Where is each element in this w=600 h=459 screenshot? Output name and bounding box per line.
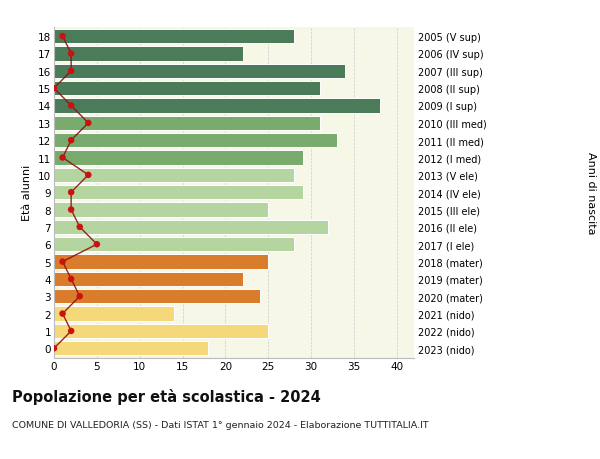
Bar [54,290,260,304]
Point [67,50,76,58]
Point [58,310,67,318]
Point [67,207,76,214]
Point [75,293,85,300]
Point [58,258,67,266]
Bar [54,47,242,62]
Bar [54,238,294,252]
Point [58,34,67,41]
Point [83,172,93,179]
Bar [54,220,328,235]
Bar [54,134,337,148]
Point [67,275,76,283]
Bar [54,186,302,200]
Point [67,103,76,110]
Y-axis label: Età alunni: Età alunni [22,165,32,221]
Point [75,224,85,231]
Bar [54,203,268,217]
Point [49,85,59,93]
Bar [54,99,380,113]
Text: Anni di nascita: Anni di nascita [586,151,596,234]
Bar [54,30,294,44]
Point [83,120,93,127]
Text: COMUNE DI VALLEDORIA (SS) - Dati ISTAT 1° gennaio 2024 - Elaborazione TUTTITALIA: COMUNE DI VALLEDORIA (SS) - Dati ISTAT 1… [12,420,428,429]
Bar [54,255,268,269]
Point [67,328,76,335]
Point [67,189,76,196]
Text: Popolazione per età scolastica - 2024: Popolazione per età scolastica - 2024 [12,388,321,404]
Point [49,345,59,352]
Point [67,68,76,75]
Point [67,137,76,145]
Bar [54,341,208,356]
Bar [54,324,268,338]
Bar [54,65,346,79]
Bar [54,272,242,286]
Point [92,241,101,248]
Bar [54,168,294,183]
Bar [54,117,320,131]
Point [58,155,67,162]
Bar [54,82,320,96]
Bar [54,151,302,165]
Bar [54,307,174,321]
